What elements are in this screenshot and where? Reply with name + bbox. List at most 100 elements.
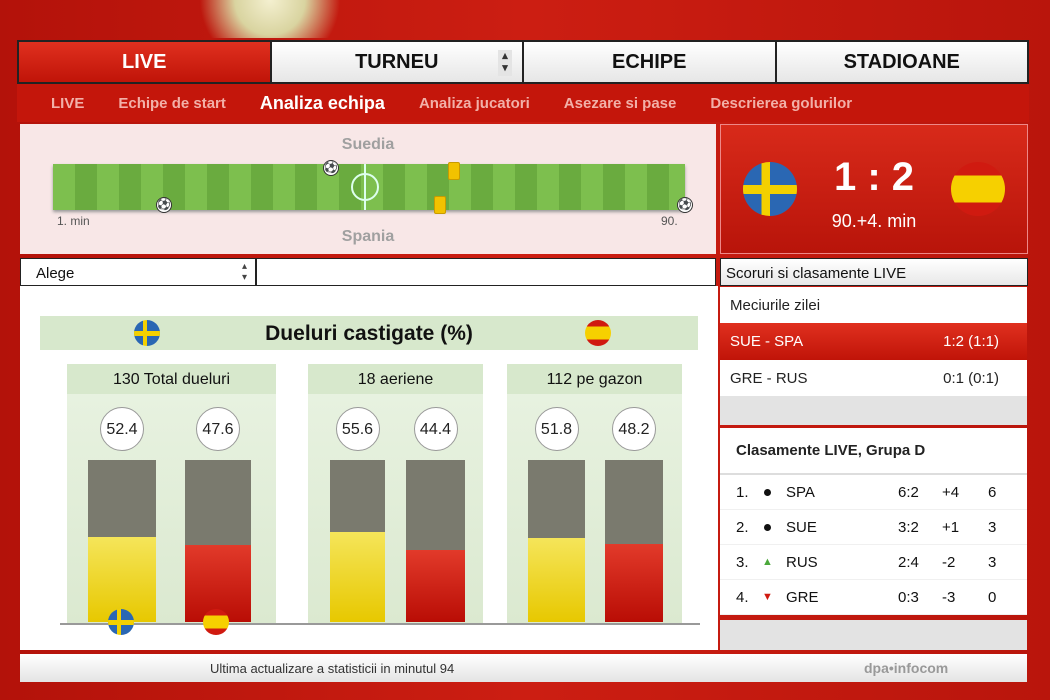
standings-row[interactable]: 2. SUE 3:2 +1 3 bbox=[720, 510, 1027, 545]
alege-select[interactable]: Alege ▴ ▾ bbox=[20, 258, 256, 286]
group-label: 18 aeriene bbox=[308, 364, 483, 394]
standings-title: Clasamente LIVE, Grupa D bbox=[720, 428, 1027, 475]
away-value-label: 47.6 bbox=[196, 407, 240, 451]
match-teams: GRE - RUS bbox=[730, 369, 808, 387]
away-team-name: Spania bbox=[341, 228, 395, 245]
subnav-descrierea-golurilor[interactable]: Descrierea golurilor bbox=[710, 94, 853, 112]
empty-field bbox=[256, 258, 716, 286]
goal-ball-icon: ⚽ bbox=[322, 160, 339, 176]
spain-flag-icon bbox=[585, 320, 611, 346]
goals: 3:2 bbox=[898, 518, 919, 536]
tab-live[interactable]: LIVE bbox=[19, 42, 270, 82]
group-label: 130 Total dueluri bbox=[67, 364, 276, 394]
away-value-label: 48.2 bbox=[612, 407, 656, 451]
away-bar-track bbox=[406, 460, 465, 622]
chart-group: 112 pe gazon 51.8 48.2 bbox=[507, 364, 682, 624]
position: 2. bbox=[736, 518, 749, 536]
home-bar-track bbox=[88, 460, 156, 622]
home-team-name: Suedia bbox=[341, 136, 395, 153]
chart-group: 18 aeriene 55.6 44.4 bbox=[308, 364, 483, 624]
spinner-arrows-icon[interactable]: ▴ ▾ bbox=[498, 50, 512, 76]
matches-title: Meciurile zilei bbox=[720, 287, 1027, 323]
position: 1. bbox=[736, 483, 749, 501]
home-bar bbox=[528, 538, 585, 622]
trend-down-icon: ▼ bbox=[762, 591, 773, 603]
subnav-echipe-de-start[interactable]: Echipe de start bbox=[118, 94, 226, 112]
away-value-label: 44.4 bbox=[413, 407, 458, 451]
subnav-analiza-jucatori[interactable]: Analiza jucatori bbox=[418, 94, 530, 112]
chart-baseline bbox=[60, 623, 700, 625]
standings-row[interactable]: 4. ▼ GRE 0:3 -3 0 bbox=[720, 580, 1027, 615]
standings-row[interactable]: 1. SPA 6:2 +4 6 bbox=[720, 475, 1027, 510]
team: SUE bbox=[786, 518, 817, 536]
sweden-flag-icon bbox=[108, 609, 134, 635]
goal-diff: +4 bbox=[942, 483, 960, 501]
sweden-flag-icon bbox=[743, 162, 797, 216]
header-banner-image bbox=[140, 0, 340, 38]
goal-diff: -2 bbox=[942, 553, 956, 571]
goals: 6:2 bbox=[898, 483, 919, 501]
away-bar bbox=[406, 550, 465, 622]
goal-ball-icon: ⚽ bbox=[156, 197, 173, 213]
main-tabs: LIVE TURNEU ▴ ▾ ECHIPE STADIOANE bbox=[17, 40, 1029, 84]
goals: 0:3 bbox=[898, 588, 919, 606]
live-scores-header: Scoruri si clasamente LIVE bbox=[720, 258, 1028, 286]
yellow-card-icon bbox=[433, 196, 446, 214]
spain-flag-icon bbox=[951, 162, 1005, 216]
goal-diff: +1 bbox=[942, 518, 960, 536]
score-panel: 1 : 2 90.+4. min bbox=[720, 124, 1028, 254]
pitch-timeline bbox=[53, 164, 685, 210]
sweden-flag-icon bbox=[134, 320, 160, 346]
subnav-asezare-si-pase[interactable]: Asezare si pase bbox=[563, 94, 677, 112]
tab-turneu[interactable]: TURNEU ▴ ▾ bbox=[269, 42, 522, 82]
tab-label: LIVE bbox=[122, 50, 167, 73]
match-row[interactable]: GRE - RUS 0:1 (0:1) bbox=[720, 360, 1027, 396]
home-value-label: 55.6 bbox=[335, 407, 380, 451]
team: SPA bbox=[786, 483, 815, 501]
subnav-analiza-echipa[interactable]: Analiza echipa bbox=[259, 92, 385, 113]
home-bar bbox=[88, 537, 156, 622]
standings-row[interactable]: 3. ▲ RUS 2:4 -2 3 bbox=[720, 545, 1027, 580]
match-teams: SUE - SPA bbox=[730, 333, 804, 350]
home-value-label: 52.4 bbox=[100, 407, 144, 451]
last-update-text: Ultima actualizare a statisticii in minu… bbox=[210, 661, 455, 676]
spinner-arrows-icon: ▴ ▾ bbox=[241, 261, 247, 283]
end-label: 90. bbox=[661, 214, 678, 228]
away-bar-track bbox=[185, 460, 251, 622]
chart-panel: Dueluri castigate (%) 130 Total dueluri 5… bbox=[20, 286, 718, 650]
trend-same-icon bbox=[764, 523, 771, 531]
points: 0 bbox=[988, 588, 997, 606]
match-timeline: Suedia ⚽ ⚽ ⚽ 1. min 90. Spania bbox=[20, 124, 716, 254]
score-value: 1 : 2 bbox=[833, 155, 915, 199]
match-score: 1:2 (1:1) bbox=[943, 333, 999, 350]
trend-up-icon: ▲ bbox=[762, 556, 773, 568]
home-bar-track bbox=[528, 460, 585, 622]
position: 4. bbox=[736, 588, 749, 606]
position: 3. bbox=[736, 553, 749, 571]
tab-label: STADIOANE bbox=[843, 50, 960, 73]
points: 6 bbox=[988, 483, 997, 501]
tab-stadioane[interactable]: STADIOANE bbox=[774, 42, 1027, 82]
away-bar bbox=[605, 543, 663, 622]
team: GRE bbox=[786, 588, 819, 606]
team: RUS bbox=[786, 553, 818, 571]
tab-label: ECHIPE bbox=[612, 50, 687, 73]
points: 3 bbox=[988, 518, 997, 536]
match-time: 90.+4. min bbox=[831, 211, 917, 231]
chart-group: 130 Total dueluri 52.4 47.6 bbox=[67, 364, 276, 624]
match-row[interactable]: SUE - SPA 1:2 (1:1) bbox=[720, 323, 1027, 360]
sub-navigation: LIVE Echipe de start Analiza echipa Anal… bbox=[17, 84, 1029, 122]
goal-diff: -3 bbox=[942, 588, 956, 606]
group-label: 112 pe gazon bbox=[507, 364, 682, 394]
footer-bar: Ultima actualizare a statisticii in minu… bbox=[20, 654, 1027, 682]
spain-flag-icon bbox=[203, 609, 229, 635]
home-value-label: 51.8 bbox=[534, 407, 579, 451]
tab-echipe[interactable]: ECHIPE bbox=[522, 42, 775, 82]
start-label: 1. min bbox=[57, 214, 90, 228]
points: 3 bbox=[988, 553, 997, 571]
subnav-live[interactable]: LIVE bbox=[51, 94, 85, 112]
match-score: 0:1 (0:1) bbox=[943, 369, 999, 387]
home-bar-track bbox=[330, 460, 385, 622]
select-value: Alege bbox=[36, 265, 75, 282]
tab-label: TURNEU bbox=[355, 50, 439, 73]
